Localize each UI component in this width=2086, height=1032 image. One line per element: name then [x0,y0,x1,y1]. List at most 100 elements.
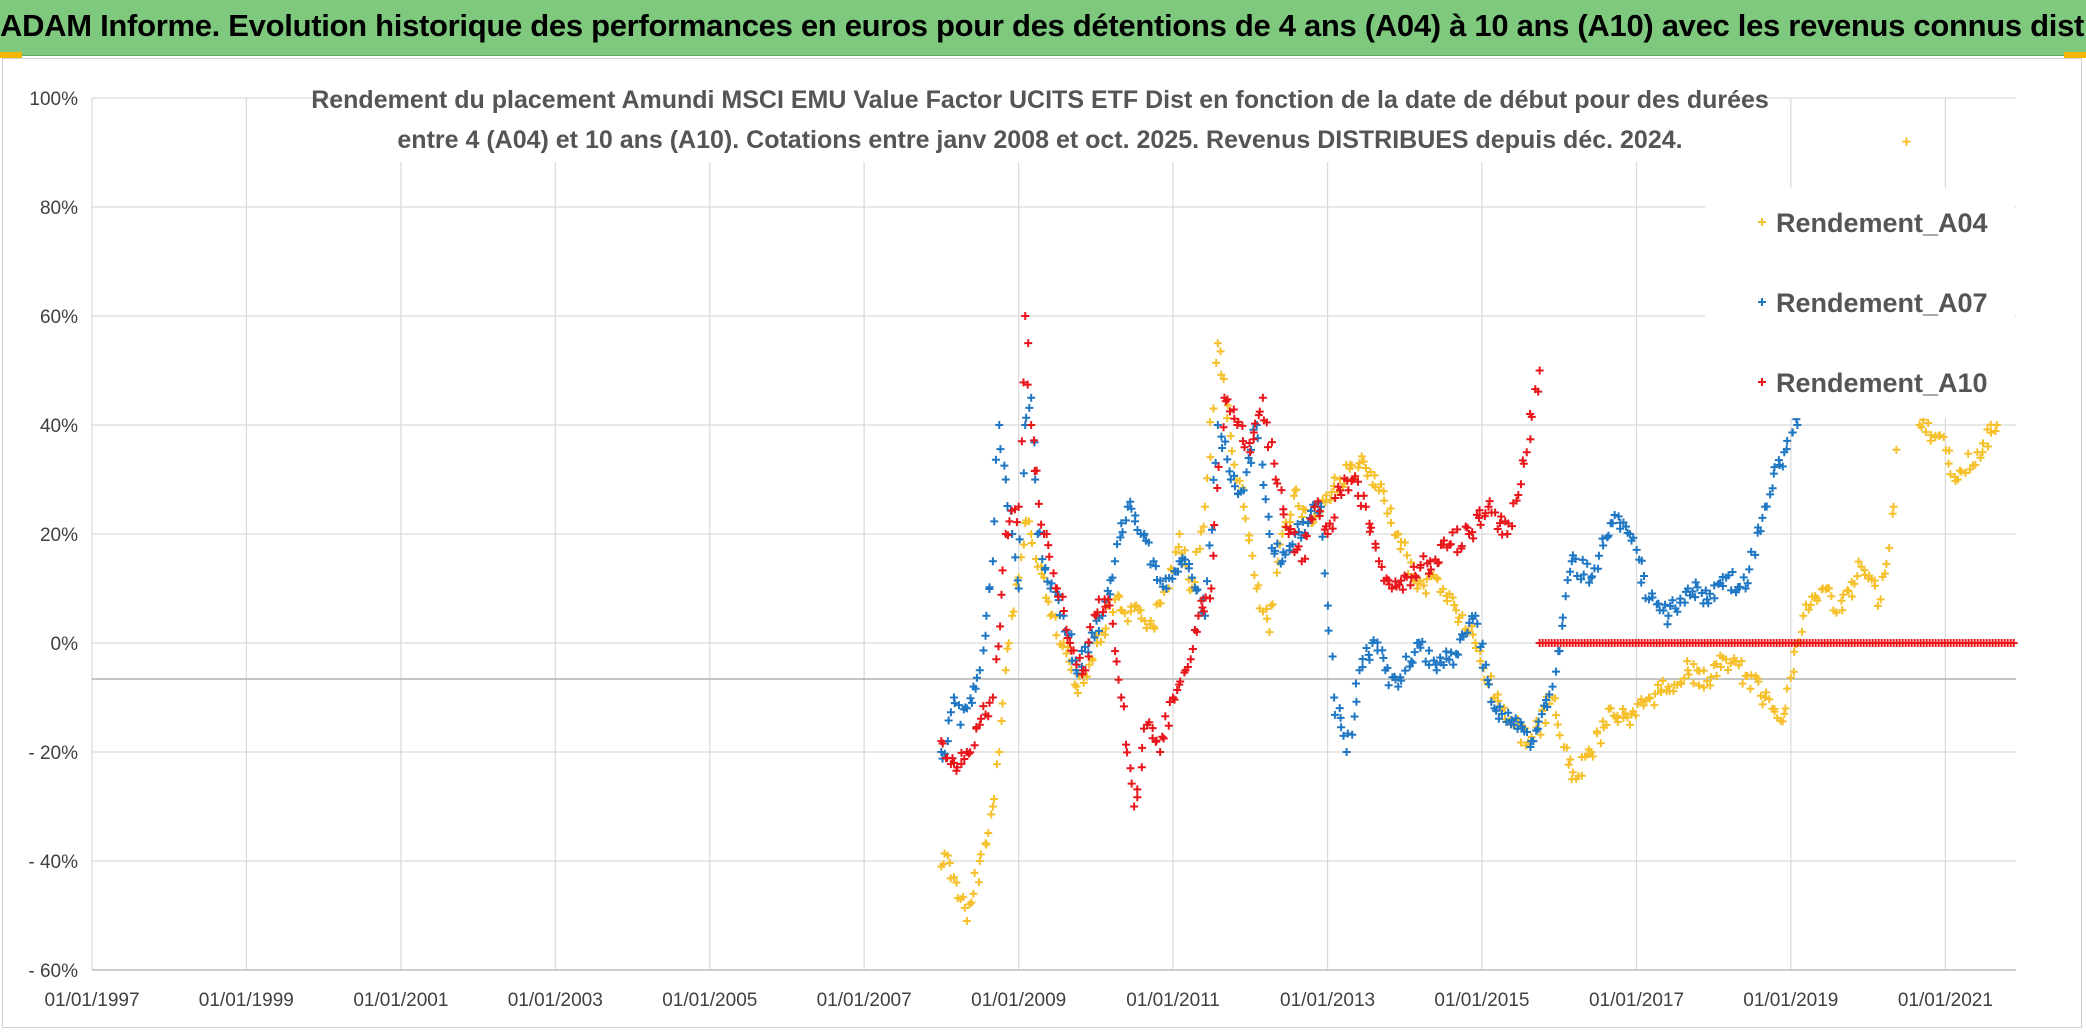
data-point [1117,519,1126,528]
data-point [1014,584,1023,593]
data-point [1892,445,1901,454]
data-point [1350,712,1359,721]
data-point [1216,347,1225,356]
data-point [1247,458,1256,467]
data-point [1566,567,1575,576]
data-point [1159,734,1168,743]
data-point [1728,568,1737,577]
data-point [1199,522,1208,531]
data-point [1688,587,1697,596]
data-point [1613,717,1622,726]
data-point [1551,694,1560,703]
data-point [1270,546,1279,555]
data-point [1848,592,1857,601]
data-point [1668,596,1677,605]
data-point [969,889,978,898]
data-point [1281,550,1290,559]
data-point [1262,604,1271,613]
y-tick-label: 20% [40,525,78,546]
data-point [1563,576,1572,585]
data-point [1027,538,1036,547]
data-point [1844,587,1853,596]
data-point [1371,543,1380,552]
data-point [1876,595,1885,604]
data-point [1264,512,1273,521]
data-point [1013,576,1022,585]
data-point [982,611,991,620]
data-point [1468,630,1477,639]
data-point [1699,666,1708,675]
data-point [1882,559,1891,568]
data-point [938,739,947,748]
data-point [1459,632,1468,641]
data-point [1701,586,1710,595]
data-point [1090,633,1099,642]
data-point [1433,575,1442,584]
data-point [960,754,969,763]
data-point [944,716,953,725]
data-point [1199,607,1208,616]
data-point [987,810,996,819]
data-point [1645,694,1654,703]
data-point [1152,736,1161,745]
data-point [1924,418,1933,427]
data-point [1790,647,1799,656]
data-point [1406,581,1415,590]
data-point [985,585,994,594]
data-point [981,631,990,640]
data-point [1123,617,1132,626]
data-point [1121,516,1130,525]
data-point [1412,573,1421,582]
data-point [1664,611,1673,620]
data-point [1218,443,1227,452]
data-point [957,760,966,769]
data-point [1285,546,1294,555]
data-point [1610,510,1619,519]
data-point [1108,619,1117,628]
data-point [1921,428,1930,437]
data-point [1724,665,1733,674]
data-point [1854,557,1863,566]
data-point [1225,467,1234,476]
data-point [1015,535,1024,544]
data-point [1081,642,1090,651]
data-point [1751,550,1760,559]
data-point [1364,650,1373,659]
data-point [1203,474,1212,483]
data-point [1110,557,1119,566]
data-point [967,898,976,907]
data-point [1162,584,1171,593]
data-point [1343,729,1352,738]
data-point [1484,502,1493,511]
data-point [1290,528,1299,537]
data-point [1492,706,1501,715]
data-point [1639,572,1648,581]
data-point [1793,421,1802,429]
x-tick-label: 01/01/2021 [1898,990,1993,1011]
data-point [1027,393,1036,402]
x-tick-label: 01/01/2011 [1126,990,1220,1011]
data-point [1461,522,1470,531]
data-point [1337,490,1346,499]
data-point [1873,601,1882,610]
data-point [1137,763,1146,772]
data-point [1991,427,2000,436]
data-point [1604,531,1613,540]
data-point [1783,436,1792,445]
x-tick-label: 01/01/2005 [662,990,757,1011]
data-point [1798,627,1806,636]
data-point [1788,428,1797,437]
data-point [995,421,1004,429]
data-point [1003,531,1012,540]
data-point [1602,721,1611,730]
data-point [1754,677,1763,686]
data-point [1657,685,1666,694]
data-point [1001,475,1010,484]
data-point [1421,589,1430,598]
data-point [1385,580,1394,589]
data-point [1108,608,1117,617]
data-point [953,763,962,772]
data-point [962,916,971,925]
data-point [1008,611,1017,620]
